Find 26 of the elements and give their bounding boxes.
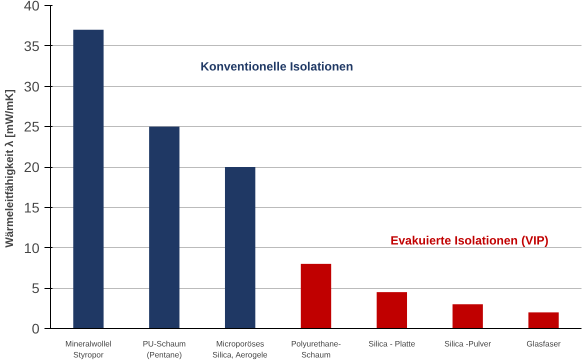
x-tick-label: Mineralwollel Styropor: [65, 340, 112, 360]
y-axis-title: Wärmeleitfähigkeit λ [mW/mK]: [4, 89, 16, 248]
y-tick-label: 20: [24, 159, 40, 175]
bar: [149, 126, 180, 328]
y-tick-label: 15: [24, 199, 40, 216]
y-tick-label: 35: [24, 38, 40, 54]
x-tick-label: Microporöses Silica, Aerogele: [212, 340, 268, 360]
y-tick-label: 5: [32, 280, 40, 296]
y-tick-label: 25: [24, 118, 40, 135]
x-tick-label: Silica -Pulver: [444, 340, 492, 348]
annotation: Evakuierte Isolationen (VIP): [390, 234, 549, 248]
x-tick-label: PU-Schaum (Pentane): [142, 340, 186, 360]
bar: [73, 30, 104, 328]
bar: [376, 292, 408, 328]
y-tick-label: 40: [24, 0, 40, 14]
x-tick-label: Silica - Platte: [368, 340, 416, 348]
bar: [452, 304, 483, 328]
y-tick-label: 0: [32, 320, 40, 336]
y-tick-label: 10: [24, 240, 40, 256]
x-tick-label: Glasfaser: [526, 340, 562, 348]
bar: [300, 264, 332, 328]
annotation: Konventionelle Isolationen: [200, 60, 354, 74]
bar: [528, 312, 559, 328]
bar: [224, 167, 256, 328]
y-tick-label: 30: [24, 78, 40, 94]
x-tick-label: Polyurethane- Schaum: [291, 340, 342, 360]
